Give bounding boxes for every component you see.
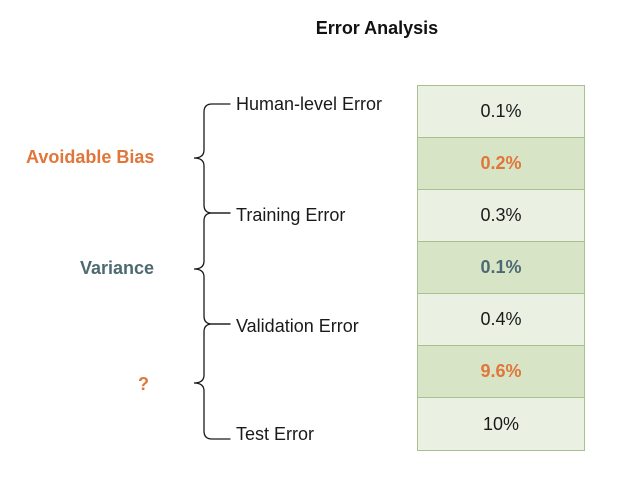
gap-label-unknown: ? — [138, 374, 149, 394]
gap-label-avoidable-bias: Avoidable Bias — [26, 147, 155, 167]
cell-variance: 0.1% — [418, 242, 584, 294]
cell-training-error: 0.3% — [418, 190, 584, 242]
error-value-table: 0.1% 0.2% 0.3% 0.1% 0.4% 9.6% 10% — [417, 85, 585, 451]
metric-training-error: Training Error — [236, 205, 346, 225]
cell-human-level-error: 0.1% — [418, 86, 584, 138]
diagram-title: Error Analysis — [315, 18, 439, 38]
cell-avoidable-bias: 0.2% — [418, 138, 584, 190]
bracket-unknown-gap — [193, 323, 231, 440]
bracket-variance — [193, 212, 231, 325]
cell-validation-error: 0.4% — [418, 294, 584, 346]
metric-human-level-error: Human-level Error — [236, 94, 383, 114]
bracket-avoidable-bias — [193, 103, 231, 214]
cell-unknown-gap: 9.6% — [418, 346, 584, 398]
gap-label-variance: Variance — [80, 258, 155, 278]
cell-test-error: 10% — [418, 398, 584, 450]
metric-test-error: Test Error — [236, 424, 315, 444]
metric-validation-error: Validation Error — [236, 316, 359, 336]
